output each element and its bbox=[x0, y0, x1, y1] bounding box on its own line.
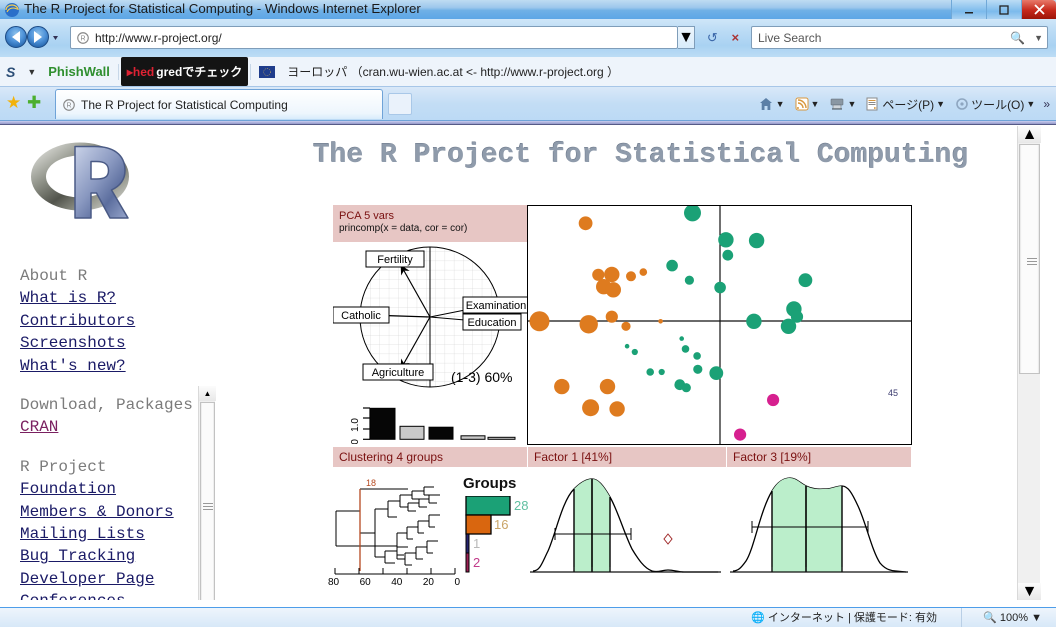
svg-text:2: 2 bbox=[473, 555, 480, 570]
svg-text:45: 45 bbox=[888, 388, 898, 398]
svg-text:R: R bbox=[80, 35, 85, 42]
svg-text:16: 16 bbox=[494, 517, 508, 532]
svg-text:Education: Education bbox=[468, 317, 517, 329]
svg-text:1: 1 bbox=[473, 536, 480, 551]
svg-text:Agriculture: Agriculture bbox=[372, 367, 425, 379]
svg-text:1.0: 1.0 bbox=[350, 418, 361, 432]
svg-text:28: 28 bbox=[514, 498, 528, 513]
svg-text:18: 18 bbox=[366, 478, 376, 488]
svg-text:R: R bbox=[66, 102, 71, 109]
svg-text:Fertility: Fertility bbox=[377, 254, 413, 266]
svg-text:Catholic: Catholic bbox=[341, 310, 381, 322]
svg-text:0.0: 0.0 bbox=[350, 439, 361, 444]
svg-text:Examination: Examination bbox=[466, 300, 527, 312]
